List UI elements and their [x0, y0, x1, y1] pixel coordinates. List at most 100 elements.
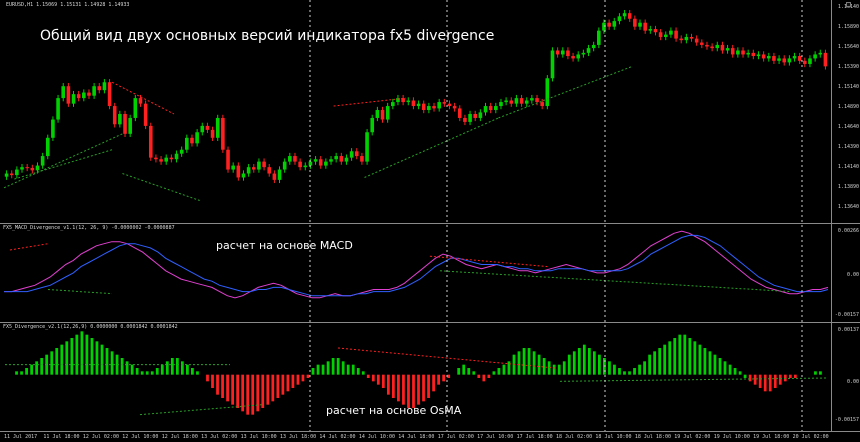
price-candle [40, 156, 45, 166]
time-tick-label: 18 Jul 02:00 [556, 434, 593, 440]
price-candle [483, 106, 488, 113]
time-tick-label: 19 Jul 02:00 [674, 434, 711, 440]
macd-divergence-line [439, 270, 791, 293]
price-candle [143, 103, 148, 126]
price-candle [679, 38, 684, 41]
price-candle [66, 86, 71, 104]
macd-plot-area[interactable] [0, 224, 831, 322]
price-candle [581, 52, 586, 55]
price-candle [262, 161, 266, 168]
price-candle [633, 18, 637, 27]
osma-divergence-line [337, 347, 556, 369]
price-tick-label: 1.13890 [837, 184, 859, 190]
price-candle [710, 46, 714, 49]
price-candle [509, 100, 514, 104]
macd-divergence-line [47, 288, 113, 295]
price-candle [257, 161, 261, 170]
time-tick-label: 12 Jul 10:00 [122, 434, 159, 440]
price-candle [792, 56, 797, 59]
window-minimize-icon[interactable] [846, 2, 851, 7]
price-candle [82, 92, 86, 99]
price-candle [87, 92, 91, 96]
osma-axis: 0.00137 0.00 -0.00157 [831, 323, 860, 431]
price-candle [658, 32, 663, 37]
price-tick-label: 1.15890 [837, 24, 859, 30]
price-candle [787, 58, 792, 63]
price-candle [380, 110, 385, 120]
price-candle [545, 78, 550, 107]
symbol-timeframe: EURUSD,H1 [6, 2, 34, 8]
price-candle [205, 125, 210, 130]
price-candle [766, 56, 771, 59]
price-candle [61, 86, 66, 99]
macd-tick-label: -0.00157 [834, 312, 859, 318]
macd-indicator-label: FX5_MACD_Divergence_v1.1(12, 26, 9) -0.0… [3, 225, 175, 231]
time-tick-label: 17 Jul 10:00 [477, 434, 514, 440]
price-tick-label: 1.13640 [837, 204, 859, 210]
price-candle [772, 56, 776, 61]
divergence-line [14, 149, 113, 180]
price-candle [318, 159, 323, 166]
price-tick-label: 1.15140 [837, 84, 859, 90]
price-candle [200, 125, 205, 133]
price-candle [231, 165, 235, 170]
price-tick-label: 1.16140 [837, 4, 859, 10]
price-candle [159, 159, 163, 162]
price-candle [751, 52, 756, 57]
price-plot-area[interactable] [0, 0, 831, 223]
price-candle [602, 22, 606, 31]
macd-chart-svg [4, 230, 829, 299]
price-candle [51, 119, 55, 138]
price-candle [617, 16, 622, 22]
price-candle [447, 103, 452, 107]
price-candle [416, 103, 421, 107]
price-candle [123, 113, 127, 134]
price-candle [391, 102, 395, 107]
price-candle [741, 50, 745, 55]
price-candle [241, 173, 246, 178]
price-candle [20, 167, 24, 170]
price-candle [313, 159, 318, 162]
price-candle [154, 157, 158, 160]
price-candle [473, 113, 478, 118]
price-candle [663, 34, 668, 37]
price-candle [169, 157, 174, 160]
price-candle [226, 149, 230, 170]
time-tick-label: 18 Jul 18:00 [634, 434, 671, 440]
price-candle [622, 13, 627, 17]
time-tick-label: 13 Jul 02:00 [201, 434, 238, 440]
price-candle [576, 54, 581, 59]
price-candle [349, 151, 354, 158]
time-tick-label: 11 Jul 2017 [4, 434, 38, 440]
macd-pane[interactable]: 0.00266 0.00 -0.00157 FX5_MACD_Divergence_… [0, 223, 860, 322]
price-tick-label: 1.14390 [837, 144, 859, 150]
price-chart-pane[interactable]: 1.16140 1.15890 1.15640 1.15390 1.15140 1.148… [0, 0, 860, 223]
price-candle [494, 106, 498, 111]
price-candle [344, 157, 349, 162]
price-candle [185, 137, 189, 150]
price-candle [427, 106, 431, 111]
time-tick-label: 17 Jul 18:00 [516, 434, 553, 440]
price-candle [514, 98, 519, 104]
price-candle [45, 137, 50, 157]
price-candle [519, 98, 524, 104]
price-candle [530, 98, 534, 101]
price-candle [251, 167, 256, 170]
price-chart-svg [3, 10, 828, 201]
price-candle [4, 173, 9, 177]
price-tick-label: 1.15640 [837, 44, 859, 50]
price-candle [97, 86, 102, 91]
price-candle [370, 117, 375, 133]
price-candle [246, 167, 251, 174]
price-candle [756, 54, 761, 57]
time-tick-label: 19 Jul 18:00 [753, 434, 790, 440]
divergence-line [364, 117, 499, 178]
price-candle [421, 103, 426, 111]
price-candle [92, 86, 96, 96]
price-candle [308, 161, 313, 166]
price-candle [360, 156, 364, 162]
price-tick-label: 1.15390 [837, 64, 859, 70]
price-candle [339, 156, 344, 162]
price-candle [293, 156, 297, 162]
